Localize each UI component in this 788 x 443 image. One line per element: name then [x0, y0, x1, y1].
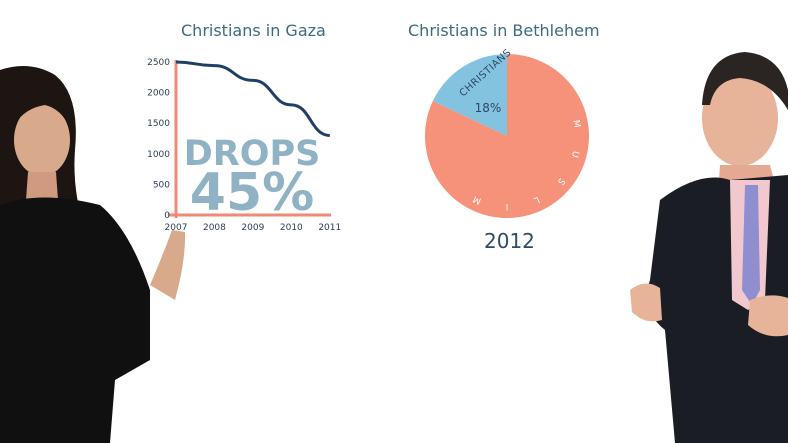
gaza-y-tick-label: 2000	[147, 89, 170, 99]
gaza-x-tick-label: 2010	[280, 223, 303, 233]
presenter-woman-illustration	[0, 66, 186, 443]
gaza-y-tick-label: 1000	[147, 150, 170, 160]
drops-annotation: DROPS	[184, 134, 321, 174]
gaza-y-tick-label: 1500	[147, 119, 170, 129]
gaza-x-tick-label: 2007	[165, 223, 188, 233]
bethlehem-chart-title: Christians in Bethlehem	[408, 21, 600, 40]
presenter-man-illustration	[630, 52, 788, 443]
gaza-chart-title: Christians in Gaza	[181, 21, 326, 40]
gaza-x-tick-label: 2008	[203, 223, 226, 233]
gaza-y-tick-label: 0	[164, 211, 170, 221]
gaza-y-tick-label: 2500	[147, 58, 170, 68]
gaza-y-tick-label: 500	[153, 180, 170, 190]
percent-annotation: 45%	[190, 163, 314, 223]
pie-year-label: 2012	[484, 229, 535, 253]
gaza-series-line	[175, 60, 330, 137]
gaza-x-tick-label: 2009	[241, 223, 264, 233]
gaza-x-tick-label: 2011	[318, 223, 341, 233]
